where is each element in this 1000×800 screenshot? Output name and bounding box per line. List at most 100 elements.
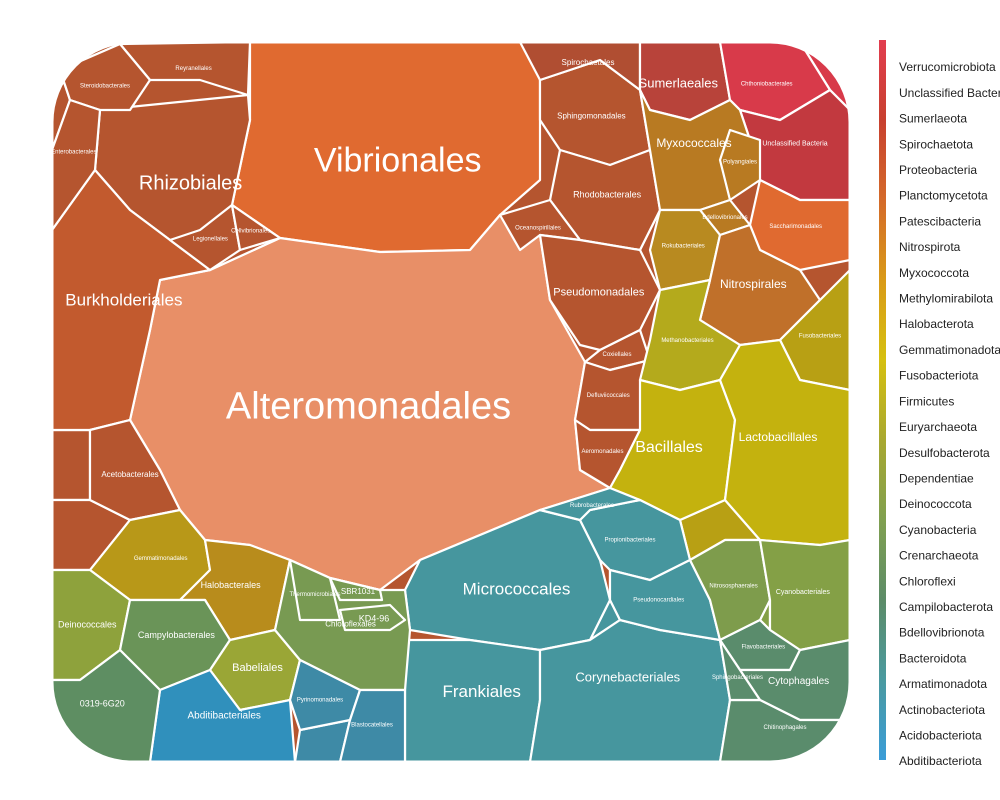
treemap-label-vibrionales: Vibrionales	[314, 141, 482, 179]
treemap-label-bacillales: Bacillales	[635, 439, 703, 456]
treemap-label-acetobacterales: Acetobacterales	[101, 470, 158, 479]
legend-item-spirochaetota: Spirochaetota	[899, 137, 973, 151]
treemap-label-nitrospirales: Nitrospirales	[720, 277, 787, 291]
legend-item-planctomycetota: Planctomycetota	[899, 189, 988, 203]
treemap-cell-spirochaetales	[518, 42, 642, 92]
legend-item-deinococcota: Deinococcota	[899, 497, 972, 511]
treemap-cell-enterobacterales	[52, 98, 102, 232]
treemap-label-spirochaetales: Spirochaetales	[562, 58, 615, 67]
legend-item-campilobacterota: Campilobacterota	[899, 600, 993, 614]
treemap-label-reyranellales: Reyranellales	[175, 66, 211, 72]
treemap-label-myxococcales: Myxococcales	[656, 136, 731, 150]
treemap-label-fusobacteriales: Fusobacteriales	[799, 334, 841, 340]
treemap-label-oceanospirillales: Oceanospirillales	[515, 226, 561, 232]
treemap-label-frankiales: Frankiales	[442, 682, 520, 701]
treemap-label-methanobacteriales: Methanobacteriales	[661, 338, 713, 344]
treemap-cell-sphingobacteriales	[718, 638, 762, 702]
treemap-label-sphingobacteriales: Sphingobacteriales	[712, 675, 763, 681]
treemap-label-campylobacterales: Campylobacterales	[138, 630, 216, 640]
legend-item-bdellovibrionota: Bdellovibrionota	[899, 626, 985, 640]
treemap-cell-cellvibrionales	[230, 203, 282, 252]
legend-item-verrucomicrobiota: Verrucomicrobiota	[899, 60, 996, 74]
treemap-label-lactobacillales: Lactobacillales	[739, 430, 818, 444]
treemap-label-rubrobacterales: Rubrobacterales	[570, 503, 614, 509]
legend: Verrucomicrobiota Unclassified Bacteria Su…	[879, 40, 1000, 768]
treemap-label-abditibacteriales: Abditibacteriales	[188, 710, 261, 721]
treemap-cell-blastocatellales	[338, 688, 407, 762]
treemap-label-halobacterales: Halobacterales	[201, 580, 262, 590]
treemap-label-cytophagales: Cytophagales	[768, 676, 829, 687]
treemap-label-deinococcales: Deinococcales	[58, 619, 117, 629]
legend-item-myxococcota: Myxococcota	[899, 266, 969, 280]
legend-item-chloroflexi: Chloroflexi	[899, 574, 956, 588]
treemap-label-cellvibrionales: Cellvibrionales	[231, 229, 270, 235]
treemap-label-babeliales: Babeliales	[232, 662, 283, 674]
legend-item-fusobacteriota: Fusobacteriota	[899, 369, 979, 383]
treemap-minor-cell	[52, 428, 92, 502]
treemap-cell-rubrobacterales	[538, 486, 642, 522]
treemap-label-nitrososphaerales: Nitrososphaerales	[709, 583, 757, 589]
treemap-label-chthoniobacterales: Chthoniobacterales	[741, 82, 793, 88]
treemap-label-rhizobiales: Rhizobiales	[139, 172, 242, 194]
treemap-cell-polyangiales	[718, 128, 762, 202]
treemap-cell-0319-6g20	[52, 648, 162, 762]
legend-item-firmicutes: Firmicutes	[899, 394, 954, 408]
treemap-label-alteromonadales: Alteromonadales	[226, 385, 511, 427]
treemap-labels: Vibrionales Alteromonadales Rhizobiales Bur…	[51, 58, 841, 731]
legend-item-desulfobacterota: Desulfobacterota	[899, 446, 990, 460]
treemap-label-polyangiales: Polyangiales	[723, 160, 757, 166]
treemap-label-corynebacteriales: Corynebacteriales	[575, 670, 680, 685]
legend-item-armatimonadota: Armatimonadota	[899, 677, 987, 691]
legend-item-methylomirabilota: Methylomirabilota	[899, 291, 993, 305]
legend-item-proteobacteria: Proteobacteria	[899, 163, 977, 177]
treemap-frame	[50, 40, 852, 764]
treemap-label-pseudonocardiales: Pseudonocardiales	[633, 598, 684, 604]
treemap-cell-thermomicrobiales	[288, 558, 342, 622]
treemap-label-aeromonadales: Aeromonadales	[581, 449, 623, 455]
treemap-label-micrococcales: Micrococcales	[463, 579, 571, 598]
treemap-label-unclassified-bacteria: Unclassified Bacteria	[762, 141, 827, 148]
treemap-label-steroidobacterales: Steroidobacterales	[80, 83, 130, 89]
treemap-label-rhodobacterales: Rhodobacterales	[573, 189, 642, 199]
treemap-label-0319-6g20: 0319-6G20	[80, 698, 125, 708]
treemap-cell-lactobacillales	[718, 338, 850, 547]
legend-item-sumerlaeota: Sumerlaeota	[899, 112, 967, 126]
treemap-label-thermomicrobiales: Thermomicrobiales	[289, 592, 340, 598]
legend-item-acidobacteriota: Acidobacteriota	[899, 728, 982, 742]
treemap-label-sumerlaeales: Sumerlaeales	[639, 75, 719, 90]
treemap-label-coxiellales: Coxiellales	[602, 352, 631, 358]
treemap-label-enterobacterales: Enterobacterales	[51, 150, 96, 156]
legend-item-bacteroidota: Bacteroidota	[899, 651, 967, 665]
treemap-label-saccharimonadales: Saccharimonadales	[769, 224, 822, 230]
treemap-label-kd4-96: KD4-96	[359, 613, 390, 623]
legend-item-halobacterota: Halobacterota	[899, 317, 974, 331]
legend-item-cyanobacteria: Cyanobacteria	[899, 523, 977, 537]
treemap-label-chitinophagales: Chitinophagales	[763, 725, 806, 731]
treemap-cell-nitrososphaerales	[688, 538, 772, 642]
legend-item-unclassified-bacteria: Unclassified Bacteria	[899, 86, 1000, 100]
legend-item-crenarchaeota: Crenarchaeota	[899, 549, 979, 563]
treemap-cell-frankiales	[403, 638, 542, 762]
treemap-label-chloroflexales: Chloroflexales	[325, 619, 376, 628]
treemap-cells	[52, 42, 850, 762]
treemap-label-legionellales: Legionellales	[193, 237, 228, 243]
legend-item-gemmatimonadota: Gemmatimonadota	[899, 343, 1000, 357]
treemap-label-pseudomonadales: Pseudomonadales	[553, 286, 645, 298]
legend-item-actinobacteriota: Actinobacteriota	[899, 703, 985, 717]
treemap-label-blastocatellales: Blastocatellales	[351, 722, 393, 728]
treemap-cell-kd4-96	[338, 603, 407, 632]
treemap-label-cyanobacteriales: Cyanobacteriales	[776, 589, 831, 596]
treemap-label-pyrinomonadales: Pyrinomonadales	[297, 698, 343, 704]
treemap-label-sphingomonadales: Sphingomonadales	[557, 112, 626, 121]
legend-item-dependentiae: Dependentiae	[899, 471, 974, 485]
treemap-cell-sbr1031	[328, 576, 384, 602]
treemap-label-burkholderiales: Burkholderiales	[65, 290, 182, 309]
treemap-label-gemmatimonadales: Gemmatimonadales	[134, 556, 188, 562]
treemap-label-propionibacteriales: Propionibacteriales	[604, 538, 655, 544]
legend-item-abditibacteriota: Abditibacteriota	[899, 754, 982, 768]
legend-color-bar	[879, 40, 886, 760]
treemap-label-sbr1031: SBR1031	[341, 587, 376, 596]
treemap-label-rokubacteriales: Rokubacteriales	[662, 243, 705, 249]
legend-item-euryarchaeota: Euryarchaeota	[899, 420, 977, 434]
